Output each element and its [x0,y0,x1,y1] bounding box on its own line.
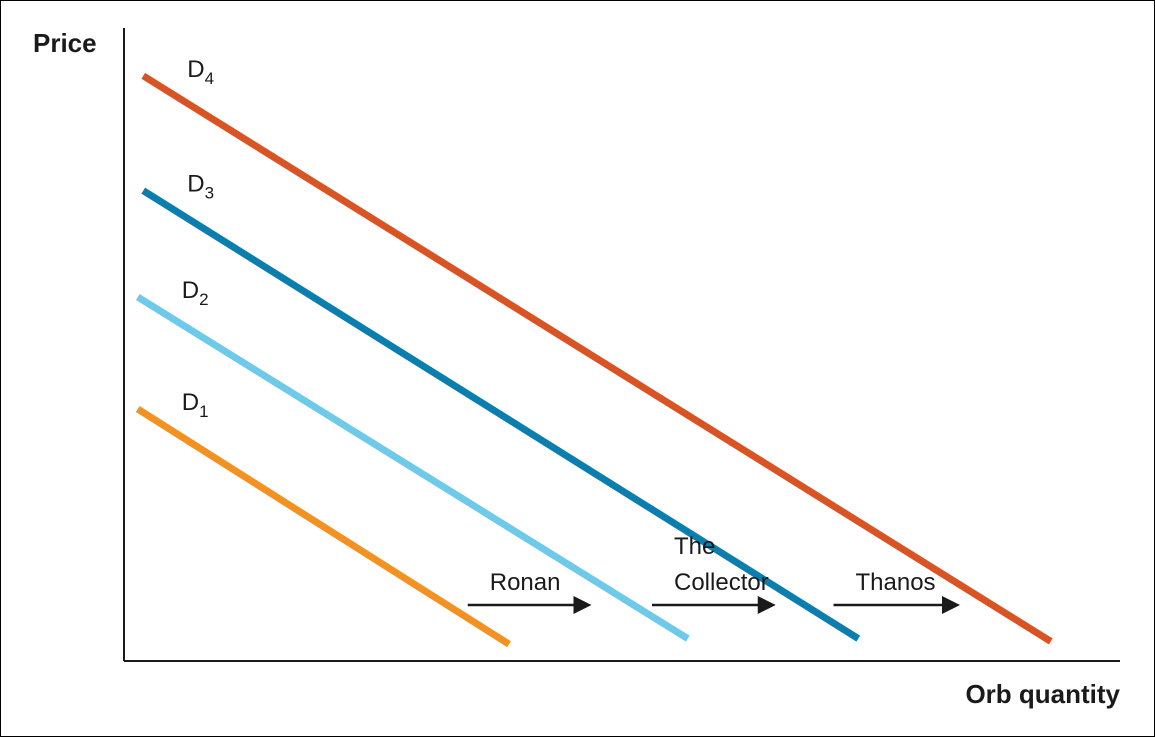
demand-curve-2 [135,294,690,642]
demand-curves: D1 D2 D3 D4 [135,56,1053,648]
shift-annotations: Ronan The Collector Thanos [467,533,960,614]
demand-curve-4 [141,72,1053,645]
shift-label-3: Thanos [856,569,936,596]
demand-curve-label-4: D4 [187,56,214,88]
demand-curve-3 [141,187,861,642]
shift-label-1: Ronan [490,569,561,596]
shift-arrowhead-3 [942,596,960,614]
demand-curve-1 [135,406,511,648]
shift-arrowhead-1 [573,596,592,614]
demand-curve-label-3: D3 [187,171,214,203]
y-axis-title: Price [33,28,97,58]
shift-arrowhead-2 [757,596,776,614]
shift-label-2: The Collector [674,533,769,596]
demand-curve-label-2: D2 [182,277,209,309]
x-axis-title: Orb quantity [965,679,1120,709]
demand-curve-label-1: D1 [182,389,209,421]
